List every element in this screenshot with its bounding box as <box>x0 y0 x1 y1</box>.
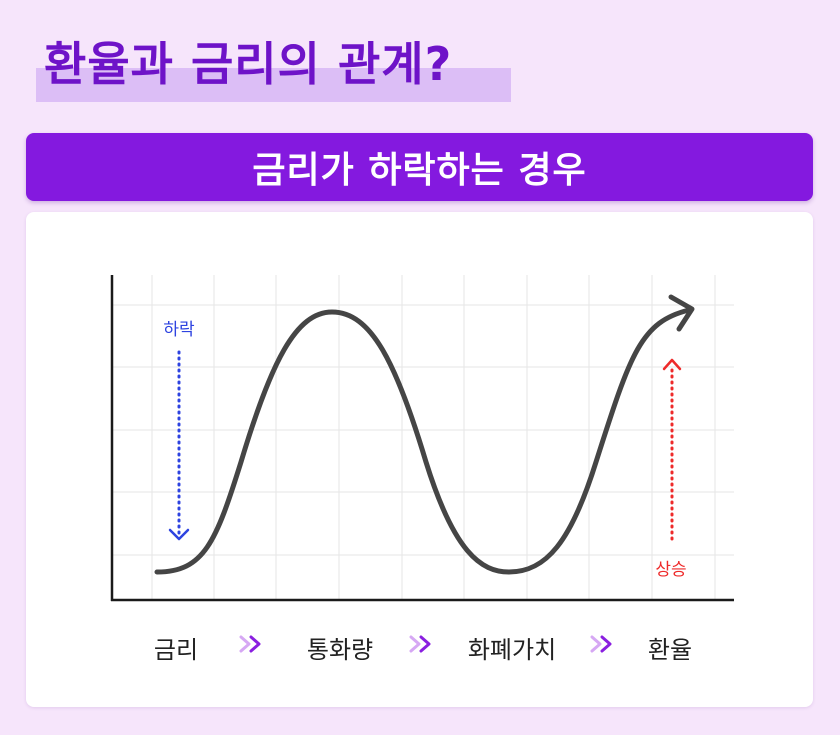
wave-diagram: 하락 상승 <box>110 275 734 602</box>
down-arrow-icon <box>168 528 190 541</box>
flow-item-interest-rate: 금리 <box>153 636 199 664</box>
curve-arrowhead-icon <box>668 294 695 332</box>
page-title: 환율과 금리의 관계? <box>44 37 453 91</box>
flow-item-money-supply: 통화량 <box>306 636 374 664</box>
up-annotation: 상승 <box>655 560 686 580</box>
double-chevron-icon <box>409 635 431 653</box>
flow-item-exchange-rate: 환율 <box>647 636 693 664</box>
down-annotation: 하락 <box>163 320 195 340</box>
axes <box>110 275 734 602</box>
rate-curve <box>154 307 692 575</box>
causal-flow: 금리 통화량 화폐가치 환율 <box>26 614 813 674</box>
title-highlight <box>36 68 511 102</box>
scenario-banner: 금리가 하락하는 경우 <box>26 133 813 201</box>
up-arrow-icon <box>662 358 682 371</box>
double-chevron-icon <box>590 635 612 653</box>
double-chevron-icon <box>239 635 261 653</box>
diagram-card: 하락 상승 금리 통화량 화폐가치 환율 <box>26 212 813 707</box>
title-block: 환율과 금리의 관계? <box>36 30 511 104</box>
flow-item-currency-value: 화폐가치 <box>467 636 557 664</box>
banner-title: 금리가 하락하는 경우 <box>252 150 587 191</box>
